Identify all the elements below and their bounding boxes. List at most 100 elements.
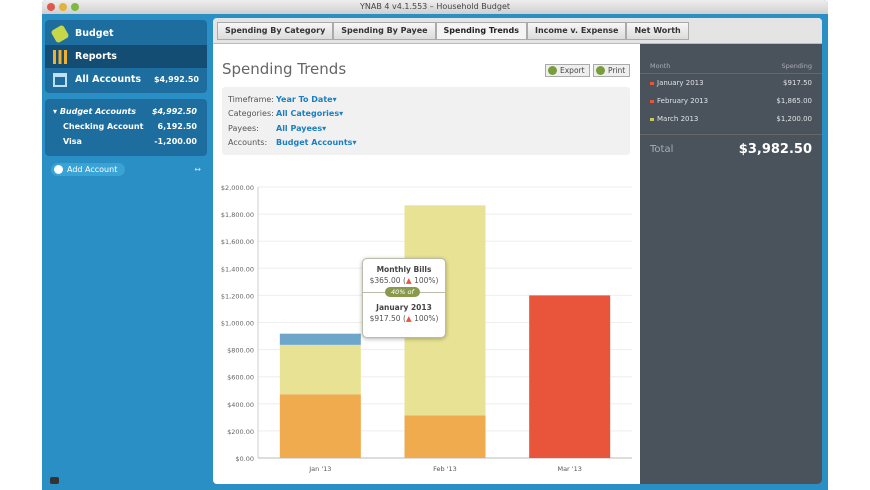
total-label: Total xyxy=(650,144,674,155)
y-tick-label: $2,000.00 xyxy=(221,184,254,192)
y-tick-label: $1,200.00 xyxy=(221,292,254,300)
account-balance: -1,200.00 xyxy=(154,137,197,146)
summary-month: January 2013 xyxy=(657,79,704,87)
payees-dropdown[interactable]: All Payees▾ xyxy=(276,123,327,133)
y-tick-label: $1,000.00 xyxy=(221,320,254,328)
y-tick-label: $600.00 xyxy=(227,374,254,382)
add-account-button[interactable]: Add Account xyxy=(51,163,126,176)
account-name: Visa xyxy=(63,137,82,146)
chart-tooltip: Monthly Bills $365.00 (▲ 100%) 40% of Ja… xyxy=(362,258,446,338)
print-label: Print xyxy=(608,66,626,75)
up-arrow-icon: ▲ xyxy=(405,276,412,285)
group-label: Budget Accounts xyxy=(59,107,136,116)
tooltip-month-value: $917.50 ( xyxy=(369,314,406,323)
account-checking[interactable]: Checking Account 6,192.50 xyxy=(45,120,207,135)
account-visa[interactable]: Visa -1,200.00 xyxy=(45,135,207,150)
summary-month: February 2013 xyxy=(657,97,709,105)
series-color-icon xyxy=(650,99,654,103)
summary-amount: $1,865.00 xyxy=(776,97,812,105)
export-label: Export xyxy=(560,66,585,75)
tooltip-month-pct: 100%) xyxy=(414,314,439,323)
tab-income-v-expense[interactable]: Income v. Expense xyxy=(526,22,627,40)
tab-net-worth[interactable]: Net Worth xyxy=(626,22,689,40)
tooltip-share-pill: 40% of xyxy=(385,287,420,297)
account-balance: 6,192.50 xyxy=(157,122,197,131)
nav-label: All Accounts xyxy=(75,74,142,85)
nav-label: Budget xyxy=(75,28,114,39)
filter-label: Timeframe: xyxy=(228,94,274,104)
summary-panel: Month Spending January 2013 $917.50 Februar… xyxy=(640,44,822,484)
print-button[interactable]: Print xyxy=(593,64,631,77)
column-header-month: Month xyxy=(650,61,671,70)
window-title: YNAB 4 v4.1.553 – Household Budget xyxy=(359,2,510,11)
sync-icon[interactable] xyxy=(50,477,59,484)
resize-handle-icon[interactable]: ↔ xyxy=(194,165,201,174)
report-content: Spending Trends Export Print Timeframe: Y… xyxy=(213,44,640,484)
app-window: YNAB 4 v4.1.553 – Household Budget Budge… xyxy=(42,0,828,490)
main-panel: Spending By Category Spending By Payee S… xyxy=(213,18,822,484)
page-title: Spending Trends xyxy=(222,60,347,78)
nav-label: Reports xyxy=(75,51,117,62)
y-tick-label: $1,600.00 xyxy=(221,238,254,246)
y-tick-label: $0.00 xyxy=(235,455,254,463)
plus-icon xyxy=(54,165,63,174)
group-balance: $4,992.50 xyxy=(151,107,197,116)
y-tick-label: $800.00 xyxy=(227,347,254,355)
bar-segment[interactable] xyxy=(279,333,361,345)
all-accounts-balance: $4,992.50 xyxy=(153,75,199,84)
zoom-button[interactable] xyxy=(71,3,79,11)
timeframe-dropdown[interactable]: Year To Date▾ xyxy=(276,94,337,104)
budget-tag-icon xyxy=(50,23,70,44)
title-bar: YNAB 4 v4.1.553 – Household Budget xyxy=(42,0,828,14)
nav-reports[interactable]: Reports xyxy=(45,45,207,68)
series-color-icon xyxy=(650,117,654,121)
summary-amount: $1,200.00 xyxy=(776,115,812,123)
x-tick-label: Feb '13 xyxy=(433,465,457,473)
export-icon xyxy=(548,66,557,75)
x-tick-label: Mar '13 xyxy=(557,465,581,473)
nav-budget[interactable]: Budget xyxy=(45,22,207,45)
y-tick-label: $1,400.00 xyxy=(221,265,254,273)
tooltip-category-pct: 100%) xyxy=(414,276,439,285)
column-header-spending: Spending xyxy=(781,61,812,70)
tab-spending-trends[interactable]: Spending Trends xyxy=(435,22,527,40)
tooltip-category: Monthly Bills xyxy=(376,265,432,274)
filter-label: Payees: xyxy=(228,123,259,133)
bar-segment[interactable] xyxy=(529,295,611,458)
disclosure-triangle-icon: ▾ xyxy=(53,107,60,116)
reports-chart-icon xyxy=(53,49,67,64)
filter-label: Accounts: xyxy=(228,138,268,148)
bank-icon xyxy=(53,72,67,87)
report-tabs: Spending By Category Spending By Payee S… xyxy=(213,18,822,44)
nav-all-accounts[interactable]: All Accounts $4,992.50 xyxy=(45,68,207,91)
filter-label: Categories: xyxy=(228,109,274,119)
export-button[interactable]: Export xyxy=(545,64,590,77)
summary-row[interactable]: February 2013 $1,865.00 xyxy=(640,92,822,110)
summary-row[interactable]: January 2013 $917.50 xyxy=(640,74,822,92)
add-account-label: Add Account xyxy=(67,165,118,174)
tab-spending-by-payee[interactable]: Spending By Payee xyxy=(333,22,436,40)
summary-amount: $917.50 xyxy=(783,79,812,87)
close-button[interactable] xyxy=(47,3,55,11)
summary-row[interactable]: March 2013 $1,200.00 xyxy=(640,110,822,128)
spending-trends-chart: $0.00 $200.00 $400.00 $600.00 $800.00 $1,000.… xyxy=(221,184,632,473)
filter-panel: Timeframe: Year To Date▾ Categories: All C… xyxy=(222,87,630,155)
accounts-dropdown[interactable]: Budget Accounts▾ xyxy=(276,138,357,148)
budget-accounts-group[interactable]: ▾ Budget Accounts $4,992.50 xyxy=(45,105,207,120)
categories-dropdown[interactable]: All Categories▾ xyxy=(276,109,344,119)
bar-segment[interactable] xyxy=(404,415,486,458)
print-icon xyxy=(596,66,605,75)
minimize-button[interactable] xyxy=(59,3,67,11)
up-arrow-icon: ▲ xyxy=(405,314,412,323)
tab-spending-by-category[interactable]: Spending By Category xyxy=(217,22,334,40)
series-color-icon xyxy=(650,81,654,85)
total-amount: $3,982.50 xyxy=(738,142,812,157)
bar-segment[interactable] xyxy=(279,344,361,395)
summary-month: March 2013 xyxy=(657,115,699,123)
account-name: Checking Account xyxy=(63,122,144,131)
y-tick-label: $400.00 xyxy=(227,401,254,409)
tooltip-month: January 2013 xyxy=(376,303,432,312)
y-tick-label: $1,800.00 xyxy=(221,211,254,219)
sidebar: Budget Reports All Accounts $4,992.50 ▾ B… xyxy=(45,20,207,176)
bar-segment[interactable] xyxy=(279,394,361,458)
